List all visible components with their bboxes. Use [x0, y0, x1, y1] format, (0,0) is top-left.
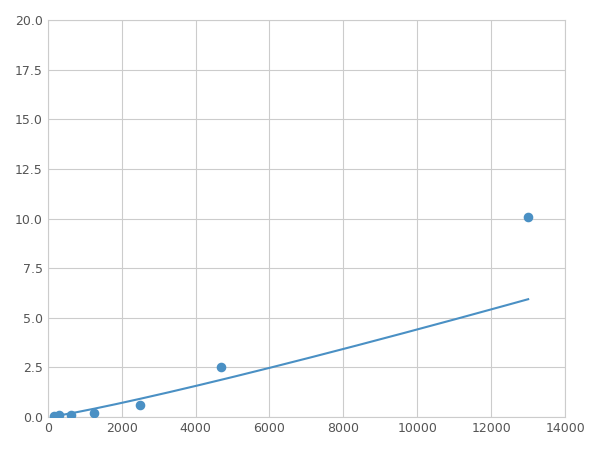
Point	[216, 364, 226, 371]
Point	[523, 213, 533, 220]
Point	[89, 410, 99, 417]
Point	[55, 412, 64, 419]
Point	[66, 411, 76, 418]
Point	[49, 412, 58, 419]
Point	[136, 401, 145, 409]
